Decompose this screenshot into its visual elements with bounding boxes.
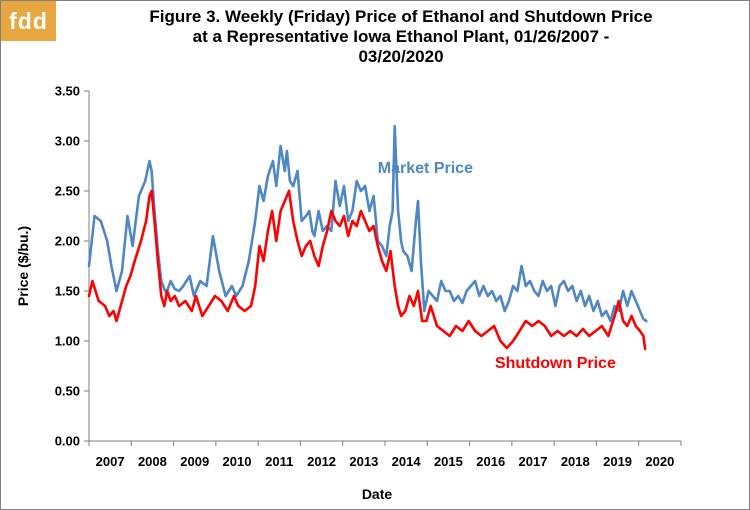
x-tick-label: 2017 bbox=[519, 454, 548, 469]
x-tick-label: 2012 bbox=[307, 454, 336, 469]
y-tick-label: 1.00 bbox=[55, 334, 80, 349]
x-tick-label: 2015 bbox=[434, 454, 463, 469]
x-tick-label: 2020 bbox=[645, 454, 674, 469]
chart-title: Figure 3. Weekly (Friday) Price of Ethan… bbox=[61, 7, 741, 67]
chart-title-line-3: 03/20/2020 bbox=[358, 47, 444, 66]
logo-text: fdd bbox=[9, 8, 48, 34]
x-tick-label: 2016 bbox=[476, 454, 505, 469]
x-tick-label: 2008 bbox=[138, 454, 167, 469]
x-tick-label: 2014 bbox=[392, 454, 422, 469]
y-tick-label: 2.50 bbox=[55, 184, 80, 199]
chart-title-line-1: Figure 3. Weekly (Friday) Price of Ethan… bbox=[149, 7, 653, 26]
y-tick-label: 0.50 bbox=[55, 384, 80, 399]
y-tick-label: 2.00 bbox=[55, 234, 80, 249]
x-tick-label: 2010 bbox=[223, 454, 252, 469]
x-tick-label: 2013 bbox=[349, 454, 378, 469]
brand-logo: fdd bbox=[1, 1, 56, 41]
y-tick-label: 1.50 bbox=[55, 284, 80, 299]
y-axis-title: Price ($/bu.) bbox=[15, 226, 31, 306]
x-tick-label: 2018 bbox=[561, 454, 590, 469]
x-tick-label: 2007 bbox=[96, 454, 125, 469]
y-tick-label: 3.00 bbox=[55, 134, 80, 149]
series-line-shutdown-price bbox=[87, 189, 647, 351]
x-tick-label: 2009 bbox=[180, 454, 209, 469]
labels-layer: Date Price ($/bu.) Market Price Shutdown Pr… bbox=[15, 160, 616, 502]
series-label-market-price: Market Price bbox=[378, 160, 473, 177]
series-label-shutdown-price: Shutdown Price bbox=[495, 355, 616, 372]
axes: 0.00 0.50 1.00 1.50 2.00 2.50 3.00 3.50 2007 2008… bbox=[55, 84, 682, 469]
y-tick-label: 0.00 bbox=[55, 434, 80, 449]
x-axis-title: Date bbox=[362, 486, 393, 502]
x-tick-label: 2019 bbox=[603, 454, 632, 469]
series-layer bbox=[87, 124, 648, 351]
chart-title-line-2: at a Representative Iowa Ethanol Plant, … bbox=[192, 27, 610, 46]
x-tick-label: 2011 bbox=[265, 454, 293, 469]
y-tick-label: 3.50 bbox=[55, 84, 80, 99]
series-line-market-price bbox=[87, 124, 648, 323]
